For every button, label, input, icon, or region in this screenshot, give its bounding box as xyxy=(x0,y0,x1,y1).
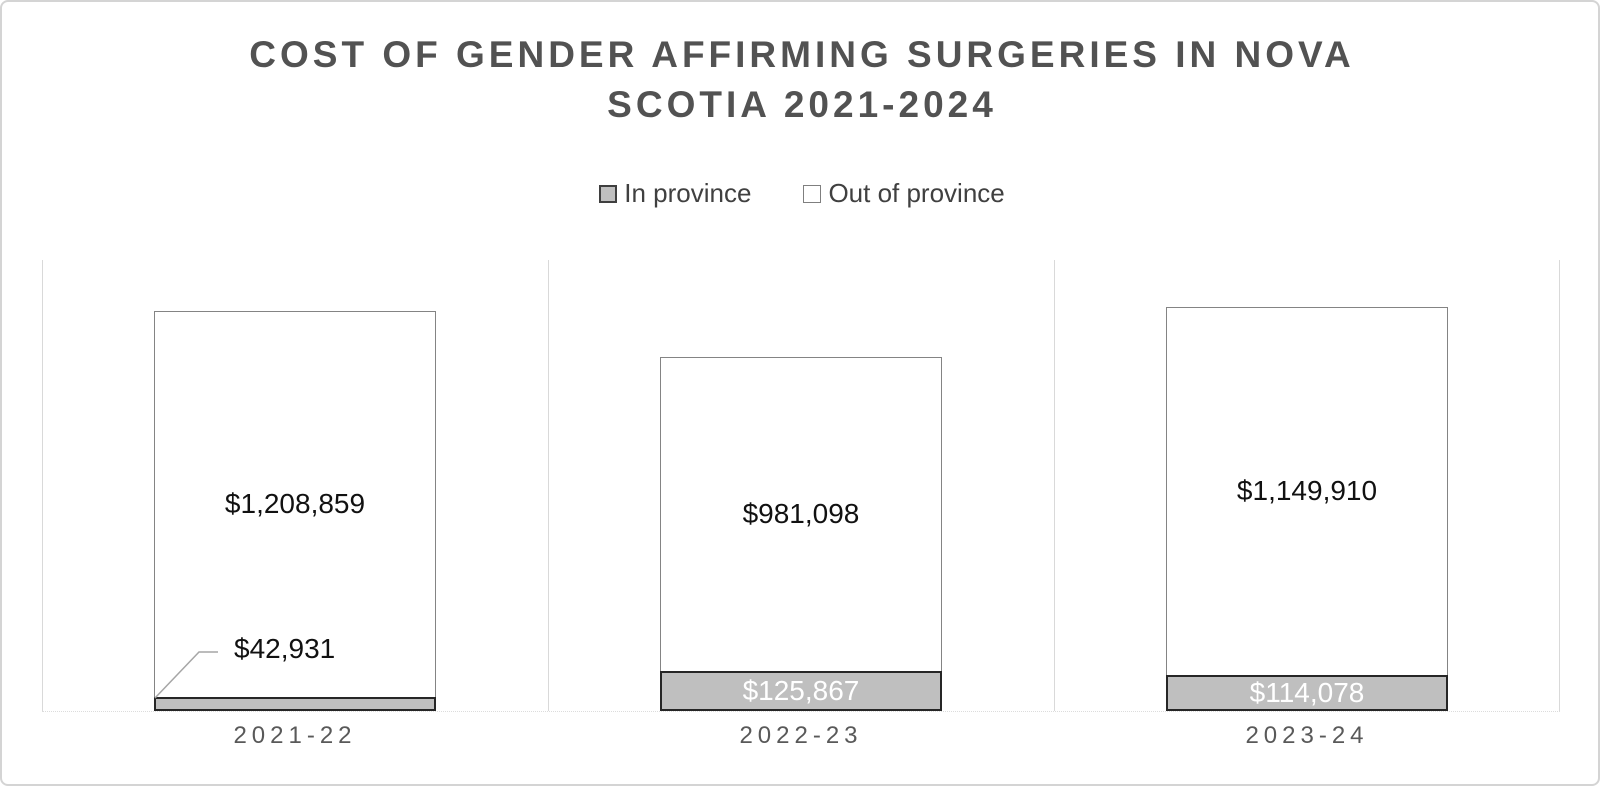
data-label-out-2021-22: $1,208,859 xyxy=(224,488,366,520)
category-slot-2022-23: $981,098 $125,867 xyxy=(548,260,1054,711)
segment-in-province-2021-22 xyxy=(154,697,436,711)
gridline-mid-2 xyxy=(1054,260,1055,711)
gridline-left xyxy=(42,260,43,711)
data-label-out-2022-23: $981,098 xyxy=(742,498,860,530)
category-slot-2021-22: $1,208,859 $42,931 xyxy=(42,260,548,711)
data-label-in-2021-22-callout: $42,931 xyxy=(234,633,336,664)
legend: In province Out of province xyxy=(2,178,1598,209)
segment-in-province-2022-23: $125,867 xyxy=(660,670,942,711)
x-axis-label-2022-23: 2022-23 xyxy=(739,722,863,749)
legend-label-in-province: In province xyxy=(624,178,752,208)
category-slot-2023-24: $1,149,910 $114,078 xyxy=(1054,260,1560,711)
data-label-in-2022-23: $125,867 xyxy=(742,674,860,706)
bar-2023-24: $1,149,910 $114,078 xyxy=(1166,306,1448,711)
gridline-right xyxy=(1559,260,1560,711)
chart-title-line2: SCOTIA 2021-2024 xyxy=(607,84,997,125)
plot-area: $1,208,859 $42,931 $981,098 $125,867 xyxy=(42,260,1560,712)
segment-in-province-2023-24: $114,078 xyxy=(1166,674,1448,711)
x-axis-label-2023-24: 2023-24 xyxy=(1245,722,1369,749)
x-axis: 2021-22 2022-23 2023-24 xyxy=(42,722,1560,762)
bar-2022-23: $981,098 $125,867 xyxy=(660,356,942,711)
segment-out-of-province-2023-24: $1,149,910 xyxy=(1166,306,1448,675)
segment-out-of-province-2021-22: $1,208,859 xyxy=(154,310,436,698)
legend-swatch-out-of-province-icon xyxy=(803,184,822,203)
legend-item-out-of-province: Out of province xyxy=(803,178,1005,209)
segment-out-of-province-2022-23: $981,098 xyxy=(660,356,942,671)
legend-swatch-in-province-icon xyxy=(599,184,618,203)
x-axis-label-2021-22: 2021-22 xyxy=(233,722,357,749)
legend-label-out-of-province: Out of province xyxy=(828,178,1005,208)
chart-title-line1: COST OF GENDER AFFIRMING SURGERIES IN NO… xyxy=(249,34,1355,75)
gridline-mid-1 xyxy=(548,260,549,711)
legend-item-in-province: In province xyxy=(599,178,751,209)
chart-title: COST OF GENDER AFFIRMING SURGERIES IN NO… xyxy=(2,30,1598,130)
data-label-out-2023-24: $1,149,910 xyxy=(1236,475,1378,506)
data-label-in-2023-24: $114,078 xyxy=(1249,676,1365,708)
callout-leader-line xyxy=(154,651,218,699)
bar-2021-22: $1,208,859 xyxy=(154,310,436,711)
